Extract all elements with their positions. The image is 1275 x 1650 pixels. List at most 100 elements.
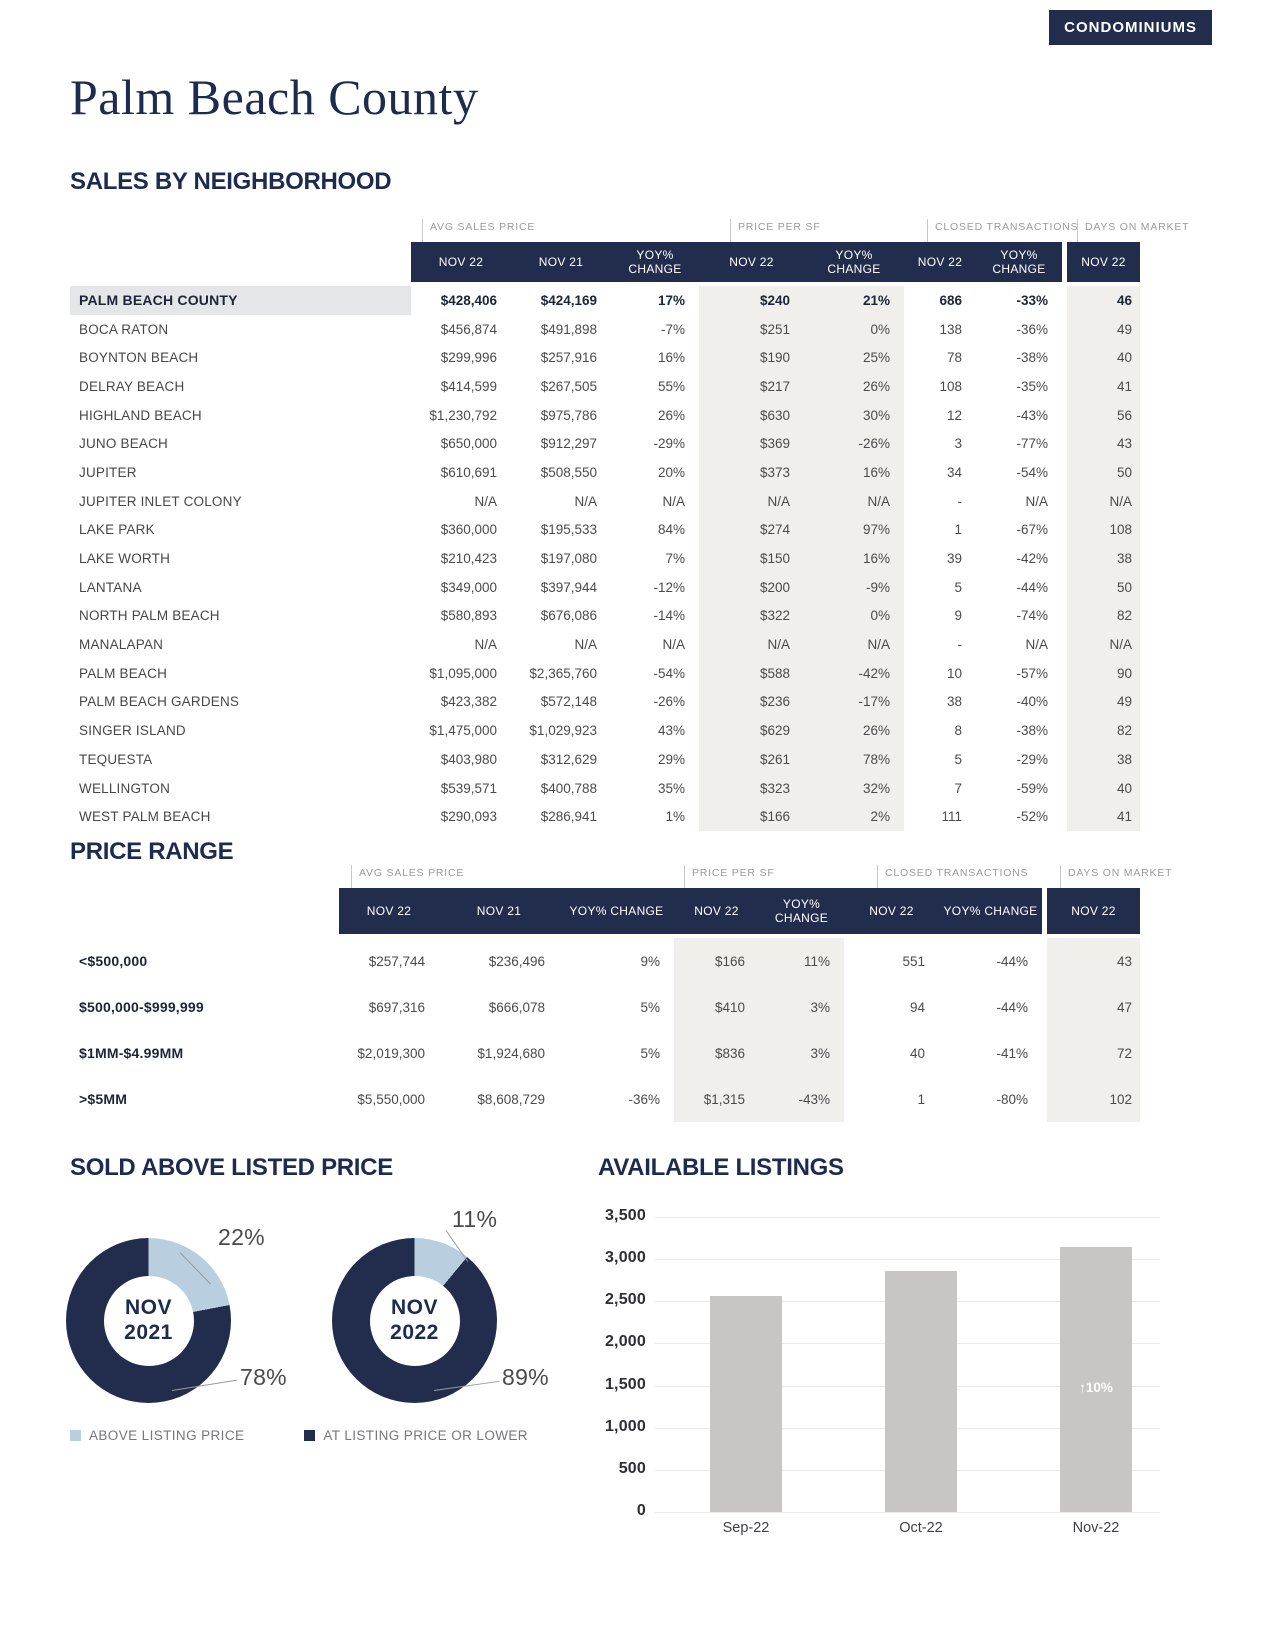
- cell-value: -7%: [660, 321, 685, 337]
- cell-value: -40%: [1016, 694, 1048, 710]
- cell-value: 40: [909, 1045, 925, 1061]
- table-row: PALM BEACH COUNTY $428,406 $424,169 17% $240…: [70, 282, 1140, 315]
- cell-value: $1,095,000: [429, 665, 497, 681]
- table-row: PALM BEACH GARDENS $423,382 $572,148 -26% $2…: [70, 687, 1140, 717]
- cell-value: $360,000: [440, 522, 497, 538]
- column-header: YOY% CHANGE: [611, 242, 699, 282]
- charts-section: SOLD ABOVE LISTED PRICE AVAILABLE LISTIN…: [0, 1140, 1275, 1650]
- cell-value: -26%: [653, 694, 685, 710]
- cell-value: $312,629: [540, 751, 597, 767]
- bar-chart-plot-area: ↑10%: [655, 1217, 1160, 1513]
- cell-value: $539,571: [440, 780, 497, 796]
- donut-slice-label-above-2021: 22%: [218, 1224, 265, 1250]
- row-label: MANALAPAN: [79, 637, 164, 653]
- cell-value: -: [957, 637, 963, 653]
- cell-value: $190: [699, 343, 804, 373]
- cell-value: N/A: [1062, 486, 1140, 516]
- cell-value: 5%: [640, 999, 660, 1015]
- cell-value: $1,230,792: [429, 407, 497, 423]
- bar-chart-x-axis: Sep-22 Oct-22 Nov-22: [655, 1520, 1160, 1544]
- cell-value: 5%: [640, 1045, 660, 1061]
- cell-value: 82: [1062, 716, 1140, 745]
- cell-value: -57%: [1016, 665, 1048, 681]
- table-row: JUPITER INLET COLONY N/A N/A N/A N/A N/A - N/A N…: [70, 486, 1140, 516]
- cell-value: $1,475,000: [429, 723, 497, 739]
- y-axis-tick-label: 500: [618, 1459, 646, 1477]
- cell-value: N/A: [1062, 630, 1140, 659]
- cell-value: $257,916: [540, 350, 597, 366]
- x-axis-tick-label: Sep-22: [722, 1520, 770, 1536]
- cell-value: $580,893: [440, 608, 497, 624]
- cell-value: 43%: [657, 723, 685, 739]
- cell-value: 108: [939, 378, 962, 394]
- cell-value: $2,365,760: [529, 665, 597, 681]
- cell-value: N/A: [699, 630, 804, 659]
- cell-value: 78%: [804, 745, 904, 774]
- row-label: PALM BEACH GARDENS: [79, 694, 240, 710]
- column-header: NOV 21: [439, 888, 559, 934]
- cell-value: $299,996: [440, 350, 497, 366]
- cell-value: -29%: [653, 436, 685, 452]
- header-spacer: [70, 242, 411, 282]
- cell-value: -41%: [996, 1045, 1028, 1061]
- cell-value: $629: [699, 716, 804, 745]
- cell-value: $195,533: [540, 522, 597, 538]
- cell-value: 50: [1062, 572, 1140, 602]
- cell-value: 32%: [804, 773, 904, 803]
- donut-chart-nov-2021: NOV 2021: [66, 1238, 231, 1403]
- cell-value: -35%: [1016, 378, 1048, 394]
- table-row: $1MM-$4.99MM $2,019,300 $1,924,680 5% $836 3%…: [70, 1030, 1140, 1076]
- cell-value: $1,315: [674, 1076, 759, 1122]
- cell-value: -42%: [804, 658, 904, 688]
- cell-value: 0%: [804, 601, 904, 631]
- row-label: SINGER ISLAND: [79, 723, 186, 739]
- column-header: YOY% CHANGE: [939, 888, 1042, 934]
- cell-value: 97%: [804, 515, 904, 545]
- x-axis-tick-label: Nov-22: [1072, 1520, 1120, 1536]
- group-label-avg-sales-price: AVG SALES PRICE: [351, 865, 464, 888]
- cell-value: N/A: [662, 493, 685, 509]
- row-label: BOYNTON BEACH: [79, 350, 199, 366]
- cell-value: 94: [909, 999, 925, 1015]
- cell-value: $676,086: [540, 608, 597, 624]
- cell-value: 2%: [804, 802, 904, 832]
- cell-value: $251: [699, 314, 804, 344]
- table-row: BOYNTON BEACH $299,996 $257,916 16% $190 25% 7…: [70, 343, 1140, 373]
- cell-value: 8: [954, 723, 962, 739]
- legend-label: ABOVE LISTING PRICE: [89, 1428, 245, 1443]
- cell-value: 55%: [657, 378, 685, 394]
- row-label: >$5MM: [79, 1091, 128, 1107]
- legend-item-above-listing-price: ABOVE LISTING PRICE: [70, 1428, 244, 1443]
- cell-value: 7%: [665, 551, 685, 567]
- row-label: $1MM-$4.99MM: [79, 1045, 184, 1061]
- column-header: NOV 22: [699, 242, 804, 282]
- cell-value: N/A: [1025, 493, 1048, 509]
- bar-annotation: ↑10%: [1079, 1379, 1113, 1395]
- group-label-closed-transactions: CLOSED TRANSACTIONS: [927, 219, 1078, 242]
- cell-value: $397,944: [540, 579, 597, 595]
- cell-value: $912,297: [540, 436, 597, 452]
- donut-chart-nov-2022: NOV 2022: [332, 1238, 497, 1403]
- cell-value: -77%: [1016, 436, 1048, 452]
- cell-value: 9: [954, 608, 962, 624]
- row-label: DELRAY BEACH: [79, 378, 185, 394]
- cell-value: $349,000: [440, 579, 497, 595]
- row-label: NORTH PALM BEACH: [79, 608, 220, 624]
- table-row: LANTANA $349,000 $397,944 -12% $200 -9% 5 -44% 5…: [70, 572, 1140, 602]
- cell-value: $414,599: [440, 378, 497, 394]
- y-axis-tick-label: 3,000: [604, 1249, 646, 1267]
- column-header: YOY% CHANGE: [559, 888, 674, 934]
- row-label: PALM BEACH COUNTY: [70, 282, 411, 315]
- cell-value: -59%: [1016, 780, 1048, 796]
- cell-value: $274: [699, 515, 804, 545]
- cell-value: 5: [954, 751, 962, 767]
- cell-value: $697,316: [368, 999, 425, 1015]
- cell-value: N/A: [574, 493, 597, 509]
- cell-value: -: [957, 493, 963, 509]
- cell-value: $8,608,729: [477, 1091, 545, 1107]
- cell-value: N/A: [574, 637, 597, 653]
- cell-value: $610,691: [440, 464, 497, 480]
- section-heading-available-listings: AVAILABLE LISTINGS: [598, 1154, 844, 1181]
- cell-value: 102: [1042, 1076, 1140, 1122]
- column-header: NOV 22: [339, 888, 439, 934]
